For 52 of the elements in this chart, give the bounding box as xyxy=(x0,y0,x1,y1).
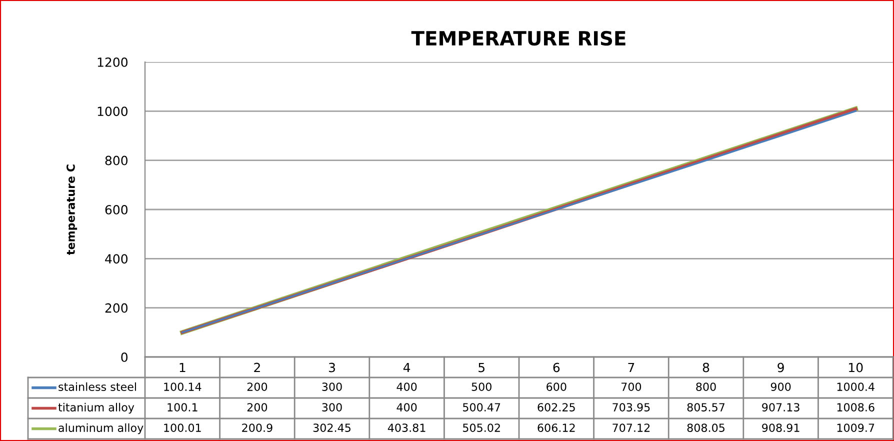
data-label: 400 xyxy=(396,382,417,391)
data-label: 200 xyxy=(247,403,268,412)
data-label: 100.1 xyxy=(168,403,198,412)
data-label: 400 xyxy=(396,403,417,412)
data-label: 908.91 xyxy=(762,424,800,432)
y-tick-label: 0 xyxy=(121,352,128,362)
data-label: 800 xyxy=(696,382,716,391)
y-tick-label: 800 xyxy=(105,156,128,166)
y-tick-label: 200 xyxy=(105,303,128,313)
data-label: 1008.6 xyxy=(837,403,874,412)
legend-label: aluminum alloy xyxy=(58,423,144,434)
y-tick-label: 1200 xyxy=(98,57,128,67)
data-label: 707.12 xyxy=(612,424,650,432)
data-label: 900 xyxy=(770,382,791,391)
data-label: 602.25 xyxy=(538,403,575,412)
data-label: 300 xyxy=(322,403,342,412)
chart-title: TEMPERATURE RISE xyxy=(411,30,626,46)
x-tick-label: 9 xyxy=(778,362,784,372)
data-label: 500.47 xyxy=(463,403,500,412)
data-label: 600 xyxy=(546,382,566,391)
data-label: 1009.7 xyxy=(837,424,874,432)
data-label: 907.13 xyxy=(762,403,800,412)
data-label: 505.02 xyxy=(463,424,500,432)
data-label: 500 xyxy=(472,382,492,391)
y-axis-title: temperature C xyxy=(66,164,78,255)
data-label: 606.12 xyxy=(538,424,575,432)
y-tick-label: 600 xyxy=(105,204,128,214)
x-tick-label: 6 xyxy=(553,362,560,372)
x-tick-label: 7 xyxy=(628,362,634,372)
y-tick-label: 400 xyxy=(105,254,128,264)
data-label: 703.95 xyxy=(612,403,650,412)
data-label: 200 xyxy=(247,382,268,391)
data-label: 1000.4 xyxy=(837,382,874,391)
x-tick-label: 2 xyxy=(254,362,260,372)
data-label: 700 xyxy=(622,382,642,391)
data-label: 100.01 xyxy=(164,424,201,432)
y-tick-label: 1000 xyxy=(98,106,128,116)
data-label: 200.9 xyxy=(242,424,272,432)
data-label: 805.57 xyxy=(687,403,724,412)
data-label: 100.14 xyxy=(164,382,202,391)
x-tick-label: 1 xyxy=(180,362,186,372)
legend-label: stainless steel xyxy=(58,382,136,391)
x-tick-label: 3 xyxy=(328,362,335,372)
x-tick-label: 10 xyxy=(849,362,863,372)
data-label: 302.45 xyxy=(313,424,350,432)
data-label: 403.81 xyxy=(388,424,426,432)
x-tick-label: 4 xyxy=(403,362,410,372)
legend-label: titanium alloy xyxy=(58,402,134,414)
data-label: 300 xyxy=(322,382,342,391)
x-tick-label: 5 xyxy=(478,362,484,372)
data-label: 808.05 xyxy=(687,424,724,432)
x-tick-label: 8 xyxy=(702,362,710,372)
